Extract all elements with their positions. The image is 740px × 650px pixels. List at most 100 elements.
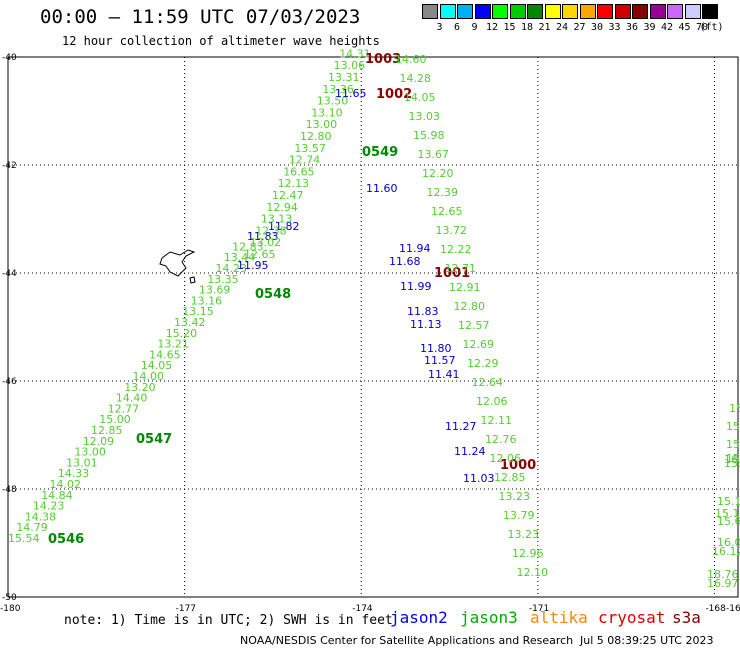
legend-label: 24 [555,22,569,33]
wave-height-value: 13.69 [199,284,231,297]
wave-height-value: 14.05 [404,91,436,104]
wave-height-value: 11.41 [428,368,460,381]
wave-height-value: 14.60 [395,53,427,66]
wave-height-value: 15.1 [717,495,740,508]
wave-height-value: 12.69 [463,338,495,351]
wave-height-value: 13.44 [224,251,256,264]
wave-height-value: 13.23 [508,528,540,541]
pass-time-label: 0548 [255,287,291,302]
satellite-legend-altika: altika [530,608,588,627]
pass-time-label: 0547 [136,432,172,447]
legend-swatch [509,4,526,19]
satellite-legend-jason3: jason3 [460,608,518,627]
legend-swatch [684,4,701,19]
wave-height-value: 13.36 [322,83,354,96]
wave-height-value: 18.76 [707,568,739,581]
wave-height-value: 15 [726,452,740,465]
wave-height-value: 11.83 [247,230,279,243]
pass-time-label: 1002 [376,87,412,102]
wave-height-value: 12.06 [476,395,508,408]
legend-swatch [527,4,543,19]
legend-label: 42 [660,22,674,33]
wave-height-value: 15 [726,420,740,433]
wave-height-value: 15.54 [8,532,40,545]
wave-height-value: 13.57 [294,142,326,155]
wave-height-value: 13.50 [317,95,349,108]
wave-height-value: 12.85 [91,424,123,437]
wave-height-value: 13.35 [207,273,239,286]
wave-height-value: 13.13 [261,213,293,226]
wave-height-value: 14.00 [133,370,165,383]
wave-height-value: 13.31 [328,71,360,84]
legend-label: 45 [678,22,691,33]
wave-height-value: 14.31 [339,47,371,60]
wave-height-value: 12.71 [445,262,477,275]
wave-height-value: 13.72 [436,224,468,237]
wave-height-value: 15.00 [99,413,131,426]
legend-swatch [597,4,613,19]
wave-height-value: 12.76 [485,433,517,446]
generated-timestamp: Jul 5 08:39:25 UTC 2023 [580,634,714,647]
wave-height-value: 12.38 [255,224,287,237]
wave-height-value: 15.6 [717,515,740,528]
wave-height-value: 13.79 [503,509,535,522]
legend-swatch [649,4,666,19]
wave-height-value: 11.68 [389,255,421,268]
legend-label: 30 [590,22,604,33]
wave-height-value: 12.29 [467,357,499,370]
wave-height-value: 16.02 [717,536,740,549]
wave-height-value: 16. [724,453,740,466]
wave-height-value: 13.02 [250,236,282,249]
wave-height-value: 11.99 [400,280,432,293]
legend-label: 9 [471,22,478,33]
wave-height-value: 16.65 [283,165,315,178]
wave-height-value: 13.20 [124,381,156,394]
wave-height-value: 12.80 [454,300,486,313]
wave-height-value: 12.65 [431,205,463,218]
wave-height-value: 13.03 [409,110,441,123]
wave-height-value: 13.06 [334,59,366,72]
wave-height-value: 13.23 [499,490,531,503]
map-subtitle: 12 hour collection of altimeter wave hei… [62,34,380,48]
wave-height-value: 12.20 [422,167,454,180]
legend-swatch [439,4,456,19]
latitude-label: -40 [2,53,17,63]
pass-time-label: 1000 [500,458,536,473]
wave-height-value: 12.39 [427,186,459,199]
longitude-label: -180 [0,604,21,614]
wave-height-value: 14.38 [25,510,56,523]
wave-height-value: 12.74 [289,154,321,167]
legend-label: 36 [625,22,639,33]
wave-height-value: 13.00 [306,118,338,131]
wave-height-value: 12.57 [458,319,490,332]
legend-swatch [562,4,578,19]
legend-swatch [474,4,491,19]
wave-height-value: 11.80 [420,342,452,355]
wave-height-value: 13.15 [182,305,214,318]
wave-height-value: 12.94 [266,201,298,214]
wave-height-value: 12.09 [83,435,115,448]
latitude-label: -42 [2,161,17,171]
wave-height-value: 12.06 [490,452,522,465]
wave-height-value: 14.28 [400,72,432,85]
wave-height-value: 13.10 [311,106,343,119]
wave-height-value: 14.40 [116,392,147,405]
wave-height-value: 11.82 [268,220,300,233]
latitude-label: -50 [2,593,17,603]
legend-label: 18 [520,22,534,33]
wave-height-value: 14.02 [50,478,82,491]
longitude-label: -168 [705,604,726,614]
legend-swatch [614,4,631,19]
legend-swatch [492,4,508,19]
wave-height-value: 12.77 [108,402,140,415]
wave-height-value: 15.1 [715,507,740,520]
pass-time-label: 0546 [48,532,84,547]
wave-height-value: 13.00 [74,446,106,459]
wave-height-value: 11.83 [407,305,439,318]
legend-label: 70 [695,22,709,33]
longitude-label: -177 [176,604,196,614]
wave-height-value: 11.03 [463,472,495,485]
map-title: 00:00 – 11:59 UTC 07/03/2023 [40,6,361,28]
legend-label: 12 [485,22,499,33]
